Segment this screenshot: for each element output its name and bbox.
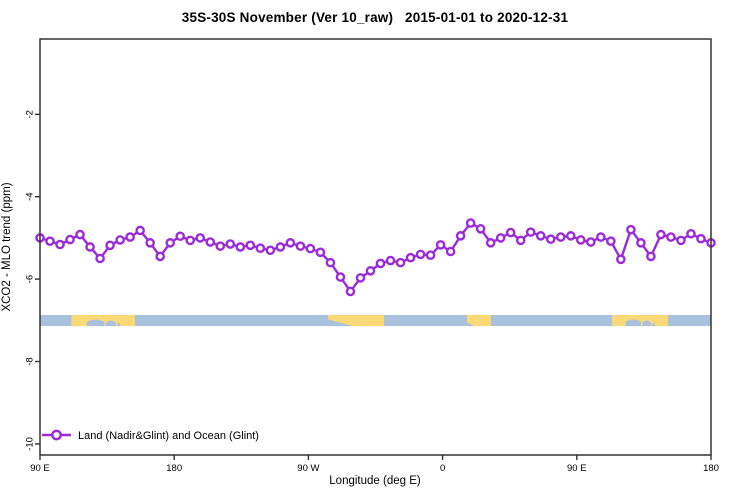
data-point-marker: [686, 228, 696, 239]
coastline-bite: [86, 319, 105, 327]
data-point-marker: [696, 233, 706, 244]
x-tick-label: 90 E: [30, 463, 50, 474]
x-tick-label: 90 E: [567, 463, 587, 474]
coastline-bite: [642, 320, 652, 327]
data-point-marker: [365, 266, 376, 276]
map-band-land-south-africa: [466, 314, 491, 327]
data-point-marker: [515, 235, 526, 246]
data-point-marker: [535, 231, 546, 241]
data-point-marker: [636, 238, 646, 248]
data-point-marker: [395, 257, 406, 268]
data-point-marker: [475, 224, 486, 234]
chart-title: 35S-30S November (Ver 10_raw) 2015-01-01…: [181, 10, 569, 25]
coastline-bite: [327, 319, 354, 327]
data-point-marker: [576, 235, 586, 245]
data-point-marker: [405, 252, 416, 263]
coastline-bite: [652, 322, 656, 327]
data-point-marker: [265, 245, 276, 256]
data-point-marker: [305, 243, 316, 254]
coastline-bite: [466, 322, 475, 327]
data-point-marker: [455, 231, 466, 241]
x-tick-label: 90 W: [297, 463, 319, 474]
data-point-marker: [445, 246, 456, 257]
y-tick-label: -8: [25, 357, 36, 365]
x-tick-label: 180: [166, 463, 182, 474]
y-axis-label: XCO2 - MLO trend (ppm): [1, 182, 13, 312]
data-point-marker: [425, 250, 436, 261]
data-point-marker: [495, 233, 506, 243]
data-point-marker: [95, 253, 105, 264]
data-point-marker: [465, 218, 476, 228]
coastline-bite: [105, 320, 116, 327]
data-point-marker: [205, 237, 216, 247]
y-tick-label: -6: [25, 275, 36, 283]
data-point-marker: [65, 234, 75, 245]
data-point-marker: [505, 227, 516, 238]
coastline-bite: [625, 319, 642, 327]
data-point-marker: [255, 243, 266, 253]
data-point-marker: [245, 240, 256, 251]
data-point-marker: [115, 235, 125, 245]
data-point-marker: [105, 240, 115, 251]
data-point-marker: [355, 273, 366, 283]
data-point-marker: [275, 242, 286, 252]
x-axis-label: Longitude (deg E): [329, 475, 421, 487]
data-point-marker: [646, 251, 656, 262]
data-point-marker: [135, 225, 145, 236]
data-point-marker: [165, 238, 175, 248]
data-point-marker: [235, 242, 246, 252]
data-point-marker: [175, 231, 186, 242]
data-point-marker: [195, 233, 206, 243]
legend-label: Land (Nadir&Glint) and Ocean (Glint): [78, 430, 259, 442]
data-point-marker: [606, 236, 616, 246]
x-tick-label: 0: [440, 463, 445, 474]
data-point-marker: [215, 241, 226, 251]
data-point-marker: [125, 232, 135, 242]
data-point-marker: [415, 249, 426, 260]
data-point-marker: [435, 240, 446, 250]
data-point-marker: [596, 232, 606, 242]
plot-border: [39, 38, 712, 456]
data-point-marker: [485, 238, 496, 248]
data-point-marker: [656, 229, 666, 240]
data-point-marker: [555, 232, 566, 242]
data-point-marker: [55, 239, 65, 250]
data-point-marker: [385, 255, 396, 266]
data-point-marker: [676, 235, 686, 246]
y-tick-label: -10: [25, 437, 36, 451]
data-point-marker: [225, 239, 236, 249]
legend-marker-icon: [51, 429, 62, 441]
data-point-marker: [626, 224, 636, 235]
data-point-marker: [345, 286, 356, 297]
data-point-marker: [45, 236, 55, 246]
data-point-marker: [145, 238, 155, 248]
data-point-marker: [285, 238, 296, 248]
data-point-marker: [295, 241, 306, 251]
data-point-marker: [155, 251, 165, 262]
data-point-marker: [565, 231, 576, 241]
data-point-marker: [75, 229, 85, 240]
data-point-marker: [185, 235, 196, 246]
data-point-marker: [325, 257, 336, 268]
data-point-marker: [616, 254, 626, 265]
y-tick-label: -2: [25, 110, 36, 118]
data-point-marker: [85, 242, 95, 252]
data-point-marker: [525, 227, 536, 237]
map-band-land-australia-east-copy: [611, 314, 669, 327]
map-band-land-australia-west-copy: [71, 314, 135, 327]
data-point-marker: [586, 237, 596, 247]
x-tick-label: 180: [703, 463, 719, 474]
data-point-marker: [315, 247, 326, 258]
y-tick-label: -4: [25, 192, 36, 200]
data-point-marker: [335, 272, 346, 282]
data-point-marker: [666, 232, 676, 242]
map-band-land-south-america: [327, 314, 384, 327]
data-point-marker: [545, 234, 556, 244]
data-point-marker: [375, 258, 386, 269]
coastline-bite: [117, 322, 121, 327]
